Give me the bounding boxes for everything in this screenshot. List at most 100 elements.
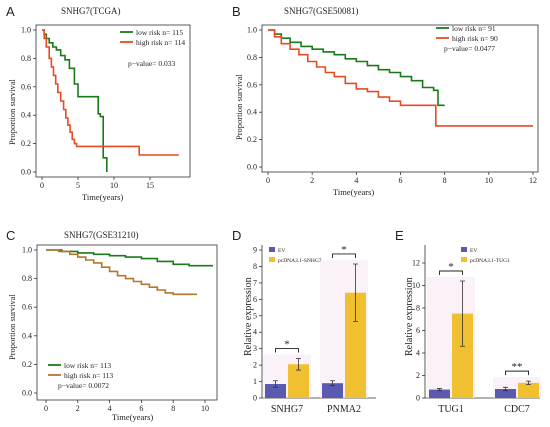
- panel-d-sig-marker: *: [284, 339, 290, 351]
- panel-c-curve-low: [46, 249, 213, 267]
- panel-b-legend-low: low risk n= 91: [452, 24, 496, 33]
- panel-e-y-tick-label: 6: [416, 326, 420, 335]
- panel-d-y-tick-label: 9: [253, 246, 257, 255]
- panel-b-frame: [261, 24, 539, 173]
- panel-c-y-label: Proportion survival: [7, 293, 17, 360]
- panel-b-y-tick-label: 1.0: [247, 26, 257, 35]
- panel-a-y-tick-label: 0.8: [21, 54, 31, 63]
- panel-a-y-tick-label: 0.6: [21, 82, 31, 91]
- panel-b-y-label: Proportion survival: [234, 73, 244, 140]
- panel-a-curve-low: [42, 29, 108, 172]
- panel-c-x-ticks: 0 2 4 6 8 10: [44, 400, 209, 413]
- panel-d-error-bar: [296, 358, 301, 371]
- panel-b-x-tick-label: 12: [529, 176, 537, 185]
- panel-d-legend-swatch-ev: [269, 247, 275, 252]
- panel-a-legend-high: high risk n= 114: [136, 38, 185, 47]
- panel-e-category-label: CDC7: [504, 404, 530, 415]
- panel-c-x-tick-label: 6: [139, 404, 143, 413]
- panel-d-error-bar: [330, 380, 335, 387]
- panel-d-bars: **: [263, 244, 368, 398]
- panel-b-title: SNHG7(GSE50081): [284, 6, 359, 16]
- panel-e-legend-swatch-ev: [461, 247, 467, 252]
- panel-d-y-tick-label: 4: [253, 328, 257, 337]
- panel-a-p-value: p−value= 0.033: [128, 59, 175, 68]
- panel-b-x-label: Time(years): [333, 187, 374, 197]
- panel-d-y-tick-label: 0: [253, 394, 257, 403]
- panel-d-sig-marker: *: [341, 244, 347, 256]
- panel-c-y-tick-label: 0.2: [22, 360, 32, 369]
- panel-e-y-label: Relative expression: [404, 277, 415, 356]
- panel-a-y-ticks: 0.0 0.2 0.4 0.6 0.8 1.0: [21, 26, 36, 177]
- panel-a-y-tick-label: 0.0: [21, 168, 31, 177]
- panel-e-error-bar: [503, 386, 508, 392]
- panel-e-legend-ev: EV: [470, 248, 477, 254]
- panel-c-p-value: p−value= 0.0072: [58, 381, 109, 390]
- panel-d-y-tick-label: 7: [253, 278, 257, 287]
- panel-a-curves: [42, 29, 179, 172]
- panel-b-x-ticks: 0 2 4 6 8 10 12: [266, 172, 537, 185]
- panel-e-y-tick-label: 10: [412, 281, 420, 290]
- panel-e-error-bar: [437, 388, 442, 392]
- panel-a-x-tick-label: 5: [76, 181, 80, 190]
- panel-b-y-ticks: 0.0 0.2 0.4 0.6 0.8 1.0: [247, 26, 262, 172]
- panel-d-sig-bracket: [275, 348, 299, 353]
- panel-c-y-ticks: 0.0 0.2 0.4 0.6 0.8 1.0: [22, 246, 37, 398]
- panel-c-y-tick-label: 0.4: [22, 331, 32, 340]
- panel-b-y-tick-label: 0.6: [247, 80, 257, 89]
- panel-e-y-tick-label: 8: [416, 304, 420, 313]
- panel-a-x-tick-label: 15: [146, 181, 154, 190]
- panel-d-error-bar: [273, 380, 278, 388]
- panel-c-y-tick-label: 0.8: [22, 274, 32, 283]
- panel-d-categories: SNHG7 PNMA2: [271, 404, 361, 415]
- panel-c-legend-high: high risk n= 113: [64, 371, 113, 380]
- panel-b-curve-high: [268, 29, 533, 127]
- panel-e-y-tick-label: 12: [412, 259, 420, 268]
- panel-a-x-tick-label: 0: [40, 181, 44, 190]
- panel-d-bar-pnma2-ev: [322, 383, 343, 398]
- panel-e-sig-bracket: [505, 370, 529, 376]
- panel-a-frame: [35, 24, 191, 178]
- panel-d-y-ticks: 0 1 2 3 4 5 6 7 8 9: [253, 246, 262, 403]
- panel-a-title: SNHG7(TCGA): [61, 6, 121, 16]
- panel-e-category-label: TUG1: [438, 404, 464, 415]
- panel-c-y-tick-label: 0.0: [22, 389, 32, 398]
- panel-c-x-tick-label: 0: [44, 404, 48, 413]
- panel-e-legend-swatch-oe: [461, 257, 467, 262]
- panel-a-y-tick-label: 1.0: [21, 26, 31, 35]
- panel-c-legend-low: low risk n= 113: [64, 361, 111, 370]
- panel-label-a: A: [6, 4, 15, 19]
- panel-e-bar-tug1-oe: [452, 313, 473, 398]
- panel-c-x-label: Time(years): [112, 412, 153, 422]
- panel-d-legend-swatch-oe: [269, 257, 275, 262]
- panel-label-e: E: [395, 228, 404, 243]
- panel-d-category-label: PNMA2: [327, 404, 361, 415]
- panel-a-x-tick-label: 10: [110, 181, 118, 190]
- panel-e-bar-cdc7-ev: [495, 389, 516, 398]
- panel-e-y-tick-label: 0: [416, 394, 420, 403]
- panel-c-frame: [36, 244, 218, 401]
- panel-c-curve-high: [46, 249, 197, 296]
- panel-d-sig-bracket: [332, 253, 356, 258]
- panel-e-sig-bracket: [439, 270, 463, 275]
- panel-c-title: SNHG7(GSE31210): [64, 230, 139, 240]
- panel-a-x-label: Time(years): [82, 192, 123, 202]
- panel-b: B SNHG7(GSE50081) 0 2 4 6 8 10 12 0.0 0.2 0.4 0.6…: [232, 4, 539, 197]
- panel-label-c: C: [6, 228, 15, 243]
- panel-d-error-bar: [353, 263, 358, 322]
- panel-d-legend-ev: EV: [278, 248, 285, 254]
- panel-d-y-tick-label: 8: [253, 262, 257, 271]
- panel-label-d: D: [232, 228, 241, 243]
- panel-c-y-tick-label: 0.6: [22, 303, 32, 312]
- panel-d-bar-pnma2-oe: [345, 292, 366, 398]
- panel-d-y-tick-label: 3: [253, 344, 257, 353]
- panel-e-sig-marker: *: [448, 261, 454, 273]
- panel-a-curve-high: [42, 29, 179, 156]
- panel-e-bar-tug1-ev: [429, 389, 450, 398]
- panel-e-legend-oe: pcDNA3.1-TUG1: [470, 258, 510, 264]
- panel-d-bar-snhg7-oe: [288, 364, 309, 398]
- panel-c-x-tick-label: 10: [201, 404, 209, 413]
- panel-d-y-tick-label: 1: [253, 377, 257, 386]
